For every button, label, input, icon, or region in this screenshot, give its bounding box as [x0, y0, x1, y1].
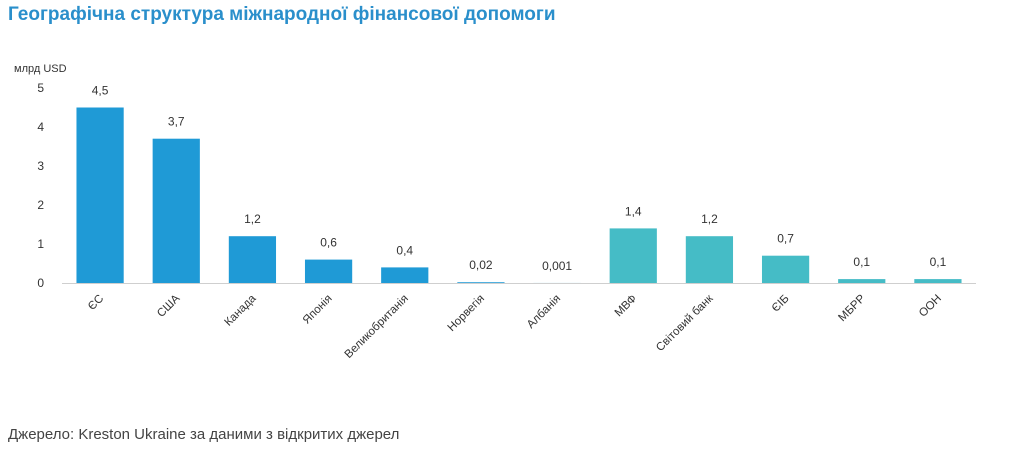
category-label: МВФ: [613, 292, 640, 319]
y-tick-label: 1: [37, 237, 44, 251]
category-label: Албанія: [525, 293, 563, 331]
bar: [761, 255, 810, 283]
chart-title: Географічна структура міжнародної фінанс…: [8, 4, 556, 25]
category-labels-group: ЄС США Канада Японія Великобританія Норвегія А…: [86, 292, 944, 361]
source-note: Джерело: Kreston Ukraine за даними з від…: [8, 426, 400, 443]
category-label: Норвегія: [446, 293, 487, 334]
bar: [304, 259, 353, 283]
category-label: Світовий банк: [654, 292, 716, 354]
category-label: ЄС: [86, 293, 106, 313]
category-label: Канада: [223, 292, 259, 328]
bar: [76, 107, 124, 283]
data-label: 1,2: [701, 212, 718, 226]
data-label: 1,4: [625, 204, 642, 218]
bars-group: [76, 107, 962, 283]
bar: [228, 236, 277, 283]
data-label: 0,4: [396, 243, 413, 257]
y-tick-label: 3: [37, 159, 44, 173]
bar: [152, 138, 200, 283]
bar: [685, 236, 734, 283]
bar: [838, 279, 886, 283]
bar: [609, 228, 657, 283]
bar: [914, 279, 962, 283]
y-axis-ticks: 0 1 2 3 4 5: [37, 81, 44, 290]
category-label: Великобританія: [343, 293, 411, 361]
data-label: 0,02: [469, 258, 493, 272]
data-label: 0,6: [320, 236, 337, 250]
data-label: 0,7: [777, 232, 794, 246]
data-label: 0,1: [930, 255, 947, 269]
category-label: Японія: [301, 293, 335, 327]
data-label: 1,2: [244, 212, 261, 226]
data-label: 0,001: [542, 259, 572, 273]
bar: [381, 267, 429, 283]
y-tick-label: 4: [37, 120, 44, 134]
category-label: ЄІБ: [770, 293, 792, 315]
y-tick-label: 5: [37, 81, 44, 95]
category-label: МБРР: [836, 292, 868, 324]
category-label: ООН: [917, 293, 944, 320]
data-label: 3,7: [168, 115, 185, 129]
bar: [457, 282, 505, 283]
data-labels-group: 4,5 3,7 1,2 0,6 0,4 0,02 0,001 1,4 1,2 0,7 0,1 0,1: [92, 84, 947, 273]
data-label: 0,1: [853, 255, 870, 269]
y-tick-label: 0: [37, 276, 44, 290]
y-tick-label: 2: [37, 198, 44, 212]
data-label: 4,5: [92, 84, 109, 98]
y-axis-label: млрд USD: [14, 63, 67, 75]
category-label: США: [155, 292, 182, 319]
